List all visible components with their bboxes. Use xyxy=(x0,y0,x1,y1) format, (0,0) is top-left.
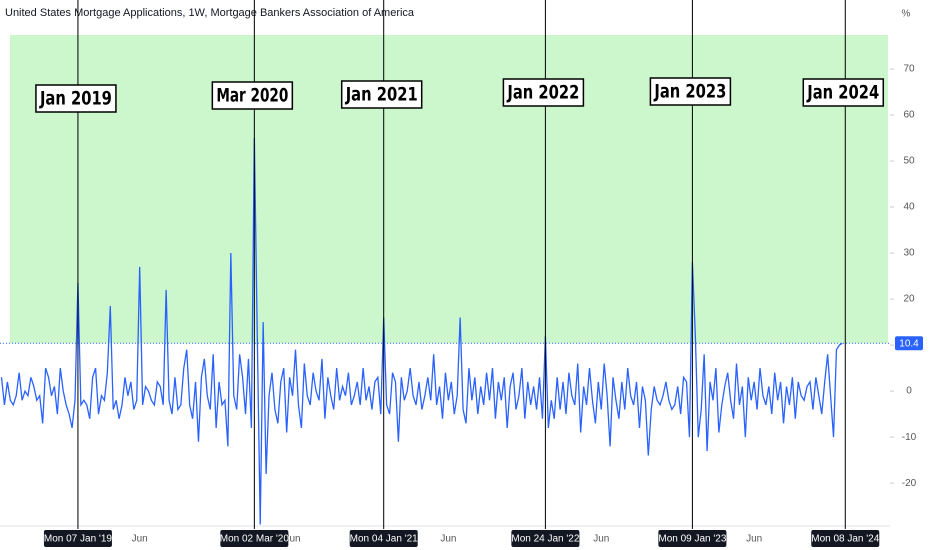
annotation: Jan 2023 xyxy=(649,77,732,106)
y-tick-label: 50 xyxy=(903,156,915,167)
annotation-box xyxy=(649,77,732,106)
annotation: Jan 2024 xyxy=(802,78,885,107)
x-tick-box xyxy=(658,530,727,547)
annotation-label: Jan 2024 xyxy=(806,82,880,104)
annotation-box xyxy=(502,78,585,107)
last-value-tag xyxy=(895,336,923,351)
y-tick-label: 60 xyxy=(903,110,915,121)
annotation-box xyxy=(211,81,294,110)
annotation-label: Jan 2019 xyxy=(38,88,112,110)
x-tick-box xyxy=(811,530,880,547)
y-tick-label: -20 xyxy=(902,478,917,489)
x-tick-box xyxy=(349,530,418,547)
chart-title: United States Mortgage Applications, 1W,… xyxy=(5,7,415,19)
x-tick-label: Jun xyxy=(593,534,609,545)
x-tick-label: Mon 04 Jan '21 xyxy=(350,534,419,545)
x-tick-label: Jun xyxy=(284,534,300,545)
x-tick-box xyxy=(511,530,580,547)
y-tick-label: -10 xyxy=(902,432,917,443)
x-tick-label: Mon 07 Jan '19 xyxy=(44,534,113,545)
x-tick-label: Jun xyxy=(440,534,456,545)
annotation-label: Jan 2021 xyxy=(344,84,418,106)
x-tick-box xyxy=(220,530,289,547)
last-value-label: 10.4 xyxy=(899,338,919,349)
x-tick-label: Mon 24 Jan '22 xyxy=(511,534,580,545)
x-tick-label: Mon 08 Jan '24 xyxy=(811,534,880,545)
y-tick-label: 40 xyxy=(903,202,915,213)
y-tick-label: 0 xyxy=(906,386,912,397)
y-unit: % xyxy=(902,9,911,20)
y-tick-label: 70 xyxy=(903,64,915,75)
x-tick-label: Mon 02 Mar '20 xyxy=(220,534,290,545)
highlight-zone xyxy=(10,34,888,344)
annotation: Jan 2022 xyxy=(502,78,585,107)
y-tick-label: 20 xyxy=(903,294,915,305)
annotation: Jan 2021 xyxy=(340,80,423,109)
x-tick-label: Jun xyxy=(746,534,762,545)
x-tick-label: Mon 09 Jan '23 xyxy=(658,534,727,545)
annotation-label: Jan 2022 xyxy=(506,82,580,104)
annotation-label: Jan 2023 xyxy=(653,81,727,103)
annotation: Jan 2019 xyxy=(35,84,117,113)
annotation-label: Mar 2020 xyxy=(216,85,288,107)
x-tick-label: Jun xyxy=(132,534,148,545)
series-line xyxy=(0,138,843,525)
annotation-box xyxy=(340,80,423,109)
annotation: Mar 2020 xyxy=(211,81,294,110)
x-tick-box xyxy=(43,530,112,547)
annotation-box xyxy=(802,78,885,107)
annotation-box xyxy=(35,84,117,113)
y-tick-label: 30 xyxy=(903,248,915,259)
